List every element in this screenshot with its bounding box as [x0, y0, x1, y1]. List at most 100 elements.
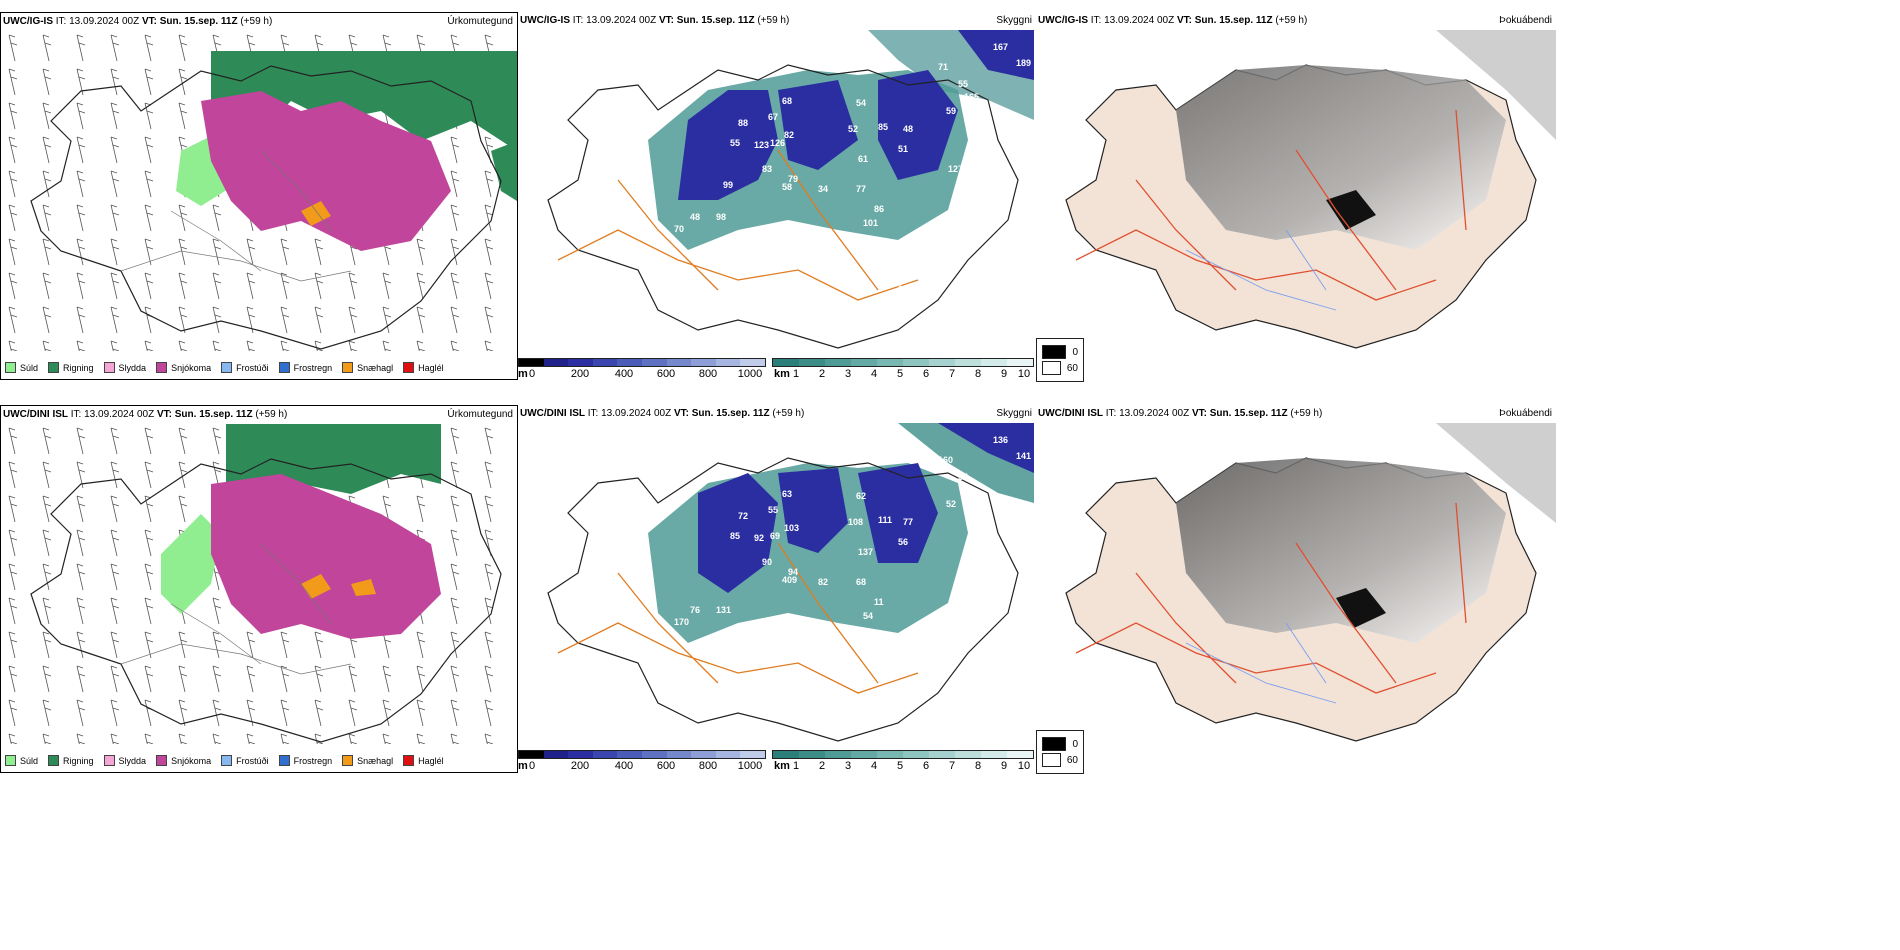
cloud-base-label: 55 [730, 138, 740, 148]
cloud-base-label: 160 [938, 455, 953, 465]
ceiling-tick: 200 [570, 760, 590, 772]
ceiling-colorbar-row1: m 0 200 400 600 800 1000 [518, 358, 766, 381]
visibility-tick: 9 [1000, 760, 1008, 772]
fog-panel-row1: UWC/IG-IS IT: 13.09.2024 00Z VT: Sun. 15… [1036, 12, 1556, 352]
cloud-base-label: 98 [716, 212, 726, 222]
fog-map [1036, 423, 1556, 743]
visibility-tick: 2 [818, 368, 826, 380]
cloud-base-label: 82 [784, 130, 794, 140]
ceiling-tick: 800 [698, 368, 718, 380]
ceiling-colorbar-swatches [518, 358, 766, 367]
cloud-base-label: 71 [938, 62, 948, 72]
cloud-base-label: 183 [756, 647, 771, 657]
cloud-base-label: 68 [856, 577, 866, 587]
cloud-base-label: 171 [868, 266, 883, 276]
cloud-base-label: 136 [993, 435, 1008, 445]
fog-legend-item: 0 [1042, 737, 1078, 751]
fog-legend-item: 60 [1042, 753, 1078, 767]
cloud-base-label: 52 [946, 499, 956, 509]
fog-map [1036, 30, 1556, 350]
cloud-base-label: 55 [768, 505, 778, 515]
precip-map [1, 31, 517, 351]
ceiling-tick: 400 [614, 368, 634, 380]
visibility-colorbar-row1: km 1 2 3 4 5 6 7 8 9 10 [772, 358, 1034, 381]
cloud-base-label: 55 [958, 79, 968, 89]
ceiling-tick: 0 [528, 368, 536, 380]
legend-item-rigning: Rigning [48, 755, 94, 766]
cloud-base-label: 94 [788, 567, 798, 577]
cloud-base-label: 101 [863, 218, 878, 228]
visibility-tick: 10 [1017, 760, 1031, 772]
visibility-tick: 3 [844, 760, 852, 772]
fog-legend-row1: 0 60 [1036, 338, 1084, 382]
legend-item-sud: Súld [5, 362, 38, 373]
cloud-base-label: 409 [782, 575, 797, 585]
cloud-base-label: 61 [858, 154, 868, 164]
visibility-tick: 7 [948, 760, 956, 772]
cloud-base-label: 11 [874, 597, 884, 607]
cloud-base-label: 72 [738, 511, 748, 521]
legend-item-snaehagl: Snæhagl [342, 755, 393, 766]
ceiling-tick: 800 [698, 760, 718, 772]
cloud-base-label: 167 [993, 42, 1008, 52]
visibility-tick: 6 [922, 368, 930, 380]
ceiling-tick: 600 [656, 368, 676, 380]
cloud-base-label: 69 [770, 531, 780, 541]
cloud-base-label: 68 [782, 96, 792, 106]
visibility-tick: 1 [792, 760, 800, 772]
visibility-tick: 5 [896, 760, 904, 772]
cloud-base-label: 58 [758, 230, 768, 240]
cloud-base-label: 108 [848, 517, 863, 527]
cloud-base-label: 76 [838, 260, 848, 270]
legend-item-sud: Súld [5, 755, 38, 766]
visibility-colorbar-swatches [772, 750, 1034, 759]
cloud-base-label: 126 [770, 138, 785, 148]
panel-header: UWC/IG-IS IT: 13.09.2024 00Z VT: Sun. 15… [1038, 15, 1308, 26]
cloud-base-label: 86 [874, 204, 884, 214]
cloud-base-label: 16 [868, 659, 878, 669]
ceiling-tick: 200 [570, 368, 590, 380]
visibility-tick: 6 [922, 760, 930, 772]
cloud-base-label: 54 [863, 611, 873, 621]
panel-header: UWC/IG-IS IT: 13.09.2024 00Z VT: Sun. 15… [520, 15, 790, 26]
cloud-base-label: 85 [878, 122, 888, 132]
cloud-base-label: 82 [818, 577, 828, 587]
cloud-base-label: 55 [958, 472, 968, 482]
cloud-base-label: 69 [818, 256, 828, 266]
panel-title: Skyggni [996, 408, 1032, 419]
cloud-map: 136 141 160 55 66 52 77 56 62 108 111 63 55 103 72 92 69… [518, 423, 1034, 743]
cloud-base-label: 45 [866, 632, 876, 642]
cloud-base-label: 92 [754, 533, 764, 543]
cloud-base-label: 85 [730, 531, 740, 541]
cloud-base-label: 245 [912, 244, 927, 254]
ceiling-unit: m [518, 368, 528, 380]
cloud-base-label: 67 [768, 112, 778, 122]
cloud-base-label: 123 [754, 140, 769, 150]
fog-legend-row2: 0 60 [1036, 730, 1084, 774]
fog-panel-row2: UWC/DINI ISL IT: 13.09.2024 00Z VT: Sun.… [1036, 405, 1556, 745]
visibility-tick: 2 [818, 760, 826, 772]
legend-item-rigning: Rigning [48, 362, 94, 373]
legend-item-haglel: Haglél [403, 362, 444, 373]
legend-item-haglel: Haglél [403, 755, 444, 766]
ceiling-tick: 400 [614, 760, 634, 772]
cloud-base-label: 52 [848, 124, 858, 134]
cloud-base-label: 122 [918, 266, 933, 276]
cloud-base-label: 48 [903, 124, 913, 134]
cloud-base-label: 62 [856, 491, 866, 501]
legend-item-snjokoma: Snjókoma [156, 362, 211, 373]
fog-legend-item: 0 [1042, 345, 1078, 359]
panel-header: UWC/DINI ISL IT: 13.09.2024 00Z VT: Sun.… [520, 408, 805, 419]
panel-header: UWC/IG-IS IT: 13.09.2024 00Z VT: Sun. 15… [3, 16, 273, 27]
ceiling-colorbar-row2: m 0 200 400 600 800 1000 [518, 750, 766, 773]
panel-title: Úrkomutegund [447, 409, 513, 420]
fog-legend-item: 60 [1042, 361, 1078, 375]
cloud-base-label: 59 [946, 106, 956, 116]
cloud-base-label: 88 [738, 118, 748, 128]
precip-legend: Súld Rigning Slydda Snjókoma Frostúði Fr… [5, 755, 444, 766]
ceiling-unit: m [518, 760, 528, 772]
cloud-base-label: 70 [674, 224, 684, 234]
panel-title: Þokuábendi [1499, 15, 1552, 26]
cloud-base-label: 141 [1016, 451, 1031, 461]
legend-item-snaehagl: Snæhagl [342, 362, 393, 373]
